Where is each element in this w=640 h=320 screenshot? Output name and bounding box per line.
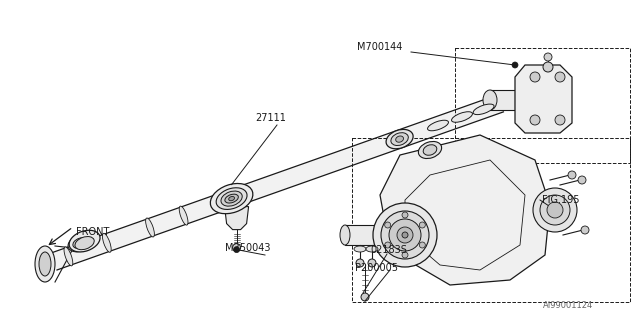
Ellipse shape bbox=[211, 183, 253, 214]
Ellipse shape bbox=[543, 62, 553, 72]
Ellipse shape bbox=[225, 194, 238, 203]
Ellipse shape bbox=[530, 72, 540, 82]
Ellipse shape bbox=[402, 252, 408, 258]
Ellipse shape bbox=[64, 247, 73, 266]
Ellipse shape bbox=[366, 246, 378, 252]
Ellipse shape bbox=[533, 188, 577, 232]
Ellipse shape bbox=[354, 246, 366, 252]
Ellipse shape bbox=[452, 112, 472, 122]
Ellipse shape bbox=[216, 188, 247, 209]
Polygon shape bbox=[380, 135, 550, 285]
Ellipse shape bbox=[232, 244, 241, 252]
Ellipse shape bbox=[75, 236, 94, 250]
Ellipse shape bbox=[356, 259, 364, 267]
Ellipse shape bbox=[544, 53, 552, 61]
Ellipse shape bbox=[547, 202, 563, 218]
Text: M250043: M250043 bbox=[225, 243, 271, 253]
Ellipse shape bbox=[530, 115, 540, 125]
Ellipse shape bbox=[423, 145, 437, 155]
Ellipse shape bbox=[68, 235, 93, 252]
Polygon shape bbox=[345, 225, 380, 245]
Ellipse shape bbox=[381, 211, 429, 259]
Ellipse shape bbox=[234, 247, 239, 252]
Text: 02183S: 02183S bbox=[370, 245, 407, 255]
Ellipse shape bbox=[179, 206, 188, 225]
Text: M700144: M700144 bbox=[357, 42, 403, 52]
Ellipse shape bbox=[419, 141, 442, 158]
Ellipse shape bbox=[340, 225, 350, 245]
Ellipse shape bbox=[483, 90, 497, 110]
Ellipse shape bbox=[146, 218, 154, 237]
Ellipse shape bbox=[578, 176, 586, 184]
Ellipse shape bbox=[368, 259, 376, 267]
Ellipse shape bbox=[221, 191, 242, 206]
Ellipse shape bbox=[391, 133, 408, 146]
Ellipse shape bbox=[568, 171, 576, 179]
Text: P200005: P200005 bbox=[355, 263, 398, 273]
Ellipse shape bbox=[35, 246, 55, 282]
Ellipse shape bbox=[69, 230, 100, 252]
Ellipse shape bbox=[402, 212, 408, 218]
Ellipse shape bbox=[402, 232, 408, 238]
Polygon shape bbox=[490, 90, 515, 110]
Ellipse shape bbox=[512, 62, 518, 68]
Ellipse shape bbox=[396, 136, 403, 142]
Ellipse shape bbox=[102, 233, 111, 252]
Ellipse shape bbox=[555, 115, 565, 125]
Ellipse shape bbox=[555, 72, 565, 82]
Ellipse shape bbox=[228, 196, 234, 201]
Ellipse shape bbox=[361, 293, 369, 301]
Ellipse shape bbox=[73, 238, 88, 249]
Ellipse shape bbox=[373, 203, 437, 267]
Ellipse shape bbox=[473, 104, 494, 115]
Text: 27111: 27111 bbox=[255, 113, 286, 123]
Text: FIG.195: FIG.195 bbox=[542, 195, 579, 205]
Ellipse shape bbox=[389, 219, 421, 251]
Ellipse shape bbox=[39, 252, 51, 276]
Ellipse shape bbox=[581, 226, 589, 234]
Text: AI99001124: AI99001124 bbox=[543, 300, 593, 309]
Polygon shape bbox=[51, 95, 504, 270]
Ellipse shape bbox=[386, 129, 413, 149]
Ellipse shape bbox=[419, 242, 426, 248]
Text: FRONT: FRONT bbox=[76, 227, 109, 237]
Polygon shape bbox=[225, 207, 248, 230]
Ellipse shape bbox=[428, 120, 449, 131]
Ellipse shape bbox=[540, 195, 570, 225]
Ellipse shape bbox=[419, 222, 426, 228]
Ellipse shape bbox=[397, 227, 413, 243]
Ellipse shape bbox=[385, 242, 390, 248]
Polygon shape bbox=[515, 65, 572, 133]
Ellipse shape bbox=[385, 222, 390, 228]
